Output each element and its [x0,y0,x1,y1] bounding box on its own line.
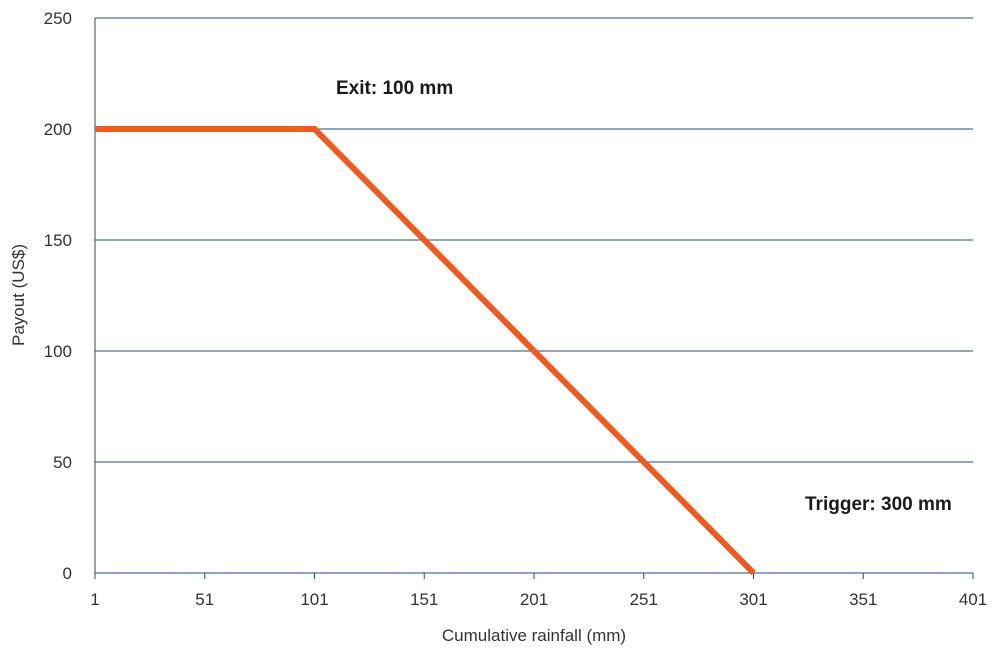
x-tick-label: 151 [410,590,438,609]
x-tick-label: 401 [959,590,987,609]
y-tick-label: 0 [63,564,72,583]
y-axis-title: Payout (US$) [9,244,28,346]
y-tick-label: 50 [53,453,72,472]
x-tick-label: 251 [630,590,658,609]
x-tick-label: 51 [195,590,214,609]
x-tick-label: 351 [849,590,877,609]
x-tick-label: 1 [90,590,99,609]
x-tick-label: 101 [300,590,328,609]
exit-annotation: Exit: 100 mm [336,78,453,99]
series-line-payout [95,126,756,576]
trigger-annotation: Trigger: 300 mm [805,494,952,515]
x-axis-title: Cumulative rainfall (mm) [442,626,626,645]
axes [94,18,974,579]
y-tick-label: 250 [44,9,72,28]
y-tick-label: 150 [44,231,72,250]
gridlines [95,17,973,463]
y-tick-label: 100 [44,342,72,361]
series-layer [95,126,756,576]
x-tick-label: 301 [739,590,767,609]
y-tick-label: 200 [44,120,72,139]
x-tick-label: 201 [520,590,548,609]
